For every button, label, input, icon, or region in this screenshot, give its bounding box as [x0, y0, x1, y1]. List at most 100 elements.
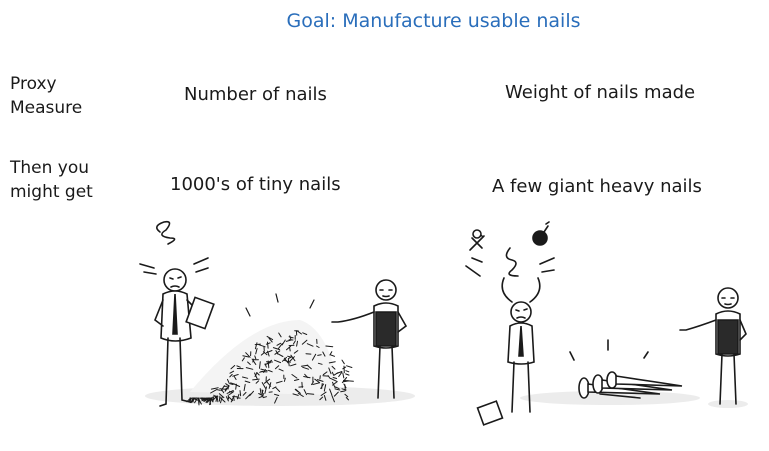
- tiny-nail: [216, 397, 219, 403]
- tiny-nail: [338, 371, 343, 378]
- tiny-nail: [210, 387, 219, 390]
- tiny-nail: [291, 374, 298, 379]
- tiny-nail: [186, 397, 192, 403]
- tiny-nail: [229, 383, 234, 385]
- tiny-nail: [331, 365, 336, 370]
- tiny-nails-pile: [186, 293, 354, 406]
- tiny-nail: [303, 389, 308, 396]
- tiny-nail: [265, 342, 271, 345]
- tiny-nail: [229, 370, 235, 374]
- tiny-nail: [314, 378, 321, 384]
- tiny-nail: [242, 391, 247, 396]
- cell-number-of-nails: Number of nails: [184, 84, 327, 105]
- tiny-nail: [283, 377, 286, 382]
- tiny-nail: [276, 342, 282, 346]
- tiny-nail: [330, 354, 335, 357]
- tiny-nail: [322, 371, 328, 376]
- tiny-nail: [292, 393, 299, 396]
- tiny-nail: [278, 368, 284, 372]
- worker-figure-left: [331, 279, 408, 399]
- tiny-nail: [342, 372, 345, 379]
- tiny-nail: [262, 396, 267, 399]
- tiny-nail: [330, 378, 337, 382]
- tiny-nail: [236, 365, 241, 368]
- tiny-nail: [210, 389, 218, 394]
- tiny-nail: [233, 396, 235, 401]
- tiny-nail: [218, 393, 225, 399]
- tiny-nail: [254, 342, 258, 350]
- tiny-nail: [268, 369, 273, 373]
- tiny-nail: [224, 387, 227, 392]
- tiny-nail: [296, 330, 302, 335]
- tiny-nail: [252, 358, 255, 363]
- row-label-then-you-might-get: Then you might get: [10, 158, 93, 202]
- tiny-nail: [277, 353, 284, 357]
- tiny-nail: [213, 394, 218, 400]
- tiny-nail: [332, 381, 336, 389]
- tiny-nail: [345, 370, 350, 373]
- tiny-nail: [249, 390, 254, 397]
- tiny-nail: [316, 345, 320, 348]
- tiny-nail: [334, 388, 341, 391]
- tiny-nail: [306, 343, 314, 347]
- tiny-nail: [302, 332, 308, 335]
- tiny-nail: [272, 386, 277, 390]
- tiny-nail: [254, 355, 257, 360]
- tiny-nail: [189, 397, 193, 401]
- tiny-nail: [225, 383, 230, 387]
- tiny-nail: [259, 388, 262, 394]
- tiny-nail: [228, 391, 235, 396]
- tiny-nail: [264, 386, 267, 394]
- tiny-nail: [230, 365, 236, 370]
- tiny-nail: [205, 397, 212, 403]
- tiny-nail: [265, 380, 272, 387]
- tiny-nail: [329, 388, 333, 396]
- tiny-nail: [227, 378, 230, 384]
- tiny-nail: [267, 341, 269, 349]
- tiny-nail: [219, 397, 226, 403]
- giant-nails: [569, 339, 683, 399]
- cell-giant-nails: A few giant heavy nails: [492, 176, 702, 197]
- tiny-nail: [294, 389, 299, 393]
- tiny-nail: [333, 391, 339, 397]
- tiny-nail: [289, 356, 295, 362]
- tiny-nail: [239, 390, 242, 397]
- tiny-nail: [254, 372, 258, 380]
- tiny-nail: [262, 351, 268, 356]
- tiny-nail: [294, 378, 300, 381]
- tiny-nail: [323, 395, 327, 401]
- tiny-nail: [311, 353, 317, 361]
- tiny-nail: [317, 362, 323, 365]
- tiny-nail: [312, 382, 320, 385]
- tiny-nail: [277, 343, 283, 350]
- tiny-nail: [216, 389, 221, 391]
- tiny-nail: [229, 390, 233, 393]
- tiny-nail: [225, 385, 229, 391]
- tiny-nail: [296, 340, 298, 347]
- tiny-nail: [275, 387, 281, 392]
- tiny-nail: [245, 393, 251, 400]
- tiny-nail: [332, 377, 338, 379]
- tiny-nail: [320, 391, 327, 396]
- worker-figure-right: [679, 287, 747, 405]
- tiny-nail: [344, 393, 349, 398]
- tiny-nail: [316, 379, 324, 382]
- tiny-nail: [287, 356, 292, 360]
- tiny-nail: [245, 367, 254, 370]
- tiny-nail: [263, 378, 271, 384]
- cell-tiny-nails: 1000's of tiny nails: [170, 174, 341, 195]
- tiny-nail: [331, 395, 335, 403]
- angry-manager-figure: [465, 221, 555, 426]
- tiny-nail: [319, 396, 324, 401]
- tiny-nail: [325, 345, 334, 348]
- tiny-nail: [286, 345, 292, 351]
- tiny-nail: [263, 369, 266, 373]
- tiny-nail: [290, 363, 297, 367]
- tiny-nail: [278, 332, 282, 338]
- tiny-nail: [212, 396, 214, 403]
- row-label-proxy-measure: Proxy Measure: [10, 74, 83, 118]
- tiny-nail: [261, 382, 266, 389]
- tiny-nail: [340, 390, 346, 393]
- tiny-nail: [274, 350, 281, 355]
